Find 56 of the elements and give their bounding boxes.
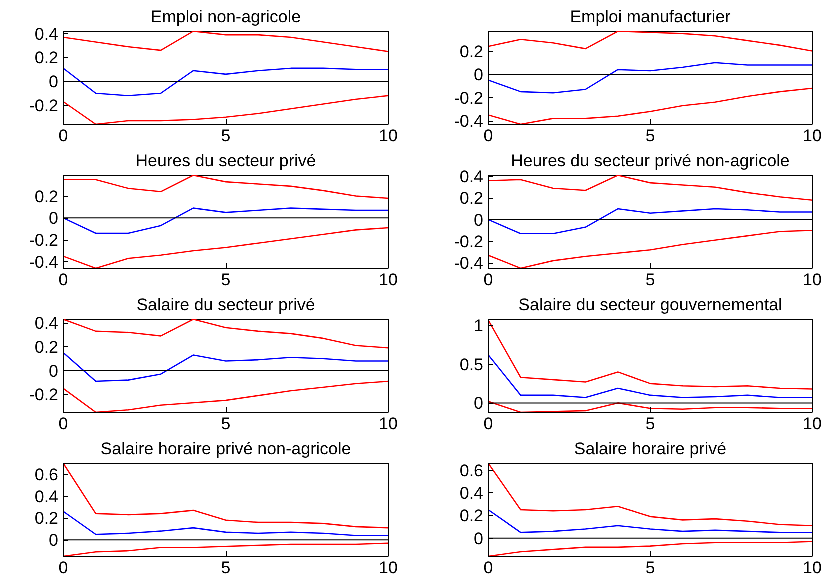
x-tick-label: 10 bbox=[803, 558, 822, 578]
x-tick-label: 5 bbox=[221, 414, 231, 434]
x-tick-label: 5 bbox=[221, 126, 231, 146]
chart-title: Heures du secteur privé non-agricole bbox=[511, 152, 790, 170]
x-tick-label: 5 bbox=[221, 558, 231, 578]
y-tick-label: 1 bbox=[474, 316, 484, 336]
x-tick-label: 5 bbox=[646, 126, 656, 146]
y-tick-label: 0.2 bbox=[460, 42, 484, 62]
x-tick-label: 10 bbox=[379, 126, 398, 146]
y-tick-label: -0.2 bbox=[29, 231, 59, 250]
y-tick-label: 0.2 bbox=[34, 187, 59, 206]
y-tick-label: 0.2 bbox=[34, 338, 59, 357]
x-tick-label: 5 bbox=[646, 558, 656, 578]
y-tick-label: 0.6 bbox=[34, 465, 59, 484]
y-tick-label: -0.2 bbox=[454, 232, 484, 252]
y-tick-label: 0.6 bbox=[460, 461, 484, 480]
y-tick-label: 0 bbox=[474, 66, 484, 85]
x-tick-label: 10 bbox=[803, 270, 822, 290]
chart-title: Heures du secteur privé bbox=[136, 152, 316, 170]
y-tick-label: 0 bbox=[474, 394, 484, 414]
y-tick-label: 0.4 bbox=[34, 487, 59, 506]
y-tick-label: 0.2 bbox=[460, 189, 484, 208]
y-tick-label: -0.4 bbox=[29, 252, 59, 272]
y-tick-label: 0.2 bbox=[34, 48, 59, 68]
x-tick-label: 10 bbox=[803, 126, 822, 146]
y-tick-label: 0 bbox=[49, 209, 59, 228]
x-tick-label: 5 bbox=[646, 270, 656, 290]
chart-title: Emploi manufacturier bbox=[570, 8, 732, 26]
y-tick-label: 0.2 bbox=[460, 506, 484, 526]
chart-title: Emploi non-agricole bbox=[150, 8, 302, 26]
y-tick-label: -0.2 bbox=[454, 88, 484, 108]
x-tick-label: 10 bbox=[379, 270, 398, 290]
y-tick-label: 0.4 bbox=[34, 24, 59, 44]
x-tick-label: 10 bbox=[803, 414, 822, 434]
y-tick-label: 0.4 bbox=[460, 168, 484, 187]
y-tick-label: 0 bbox=[474, 210, 484, 230]
y-tick-label: 0.5 bbox=[460, 355, 484, 374]
y-tick-label: 0.4 bbox=[460, 484, 484, 503]
x-tick-label: 10 bbox=[379, 558, 398, 578]
y-tick-label: 0 bbox=[474, 529, 484, 548]
y-tick-label: -0.2 bbox=[29, 386, 59, 405]
y-tick-label: 0 bbox=[49, 531, 59, 550]
chart-title: Salaire du secteur privé bbox=[136, 296, 316, 314]
y-tick-label: 0.2 bbox=[34, 509, 59, 528]
y-tick-label: 0 bbox=[49, 72, 59, 92]
chart-title: Salaire horaire privé non-agricole bbox=[100, 440, 352, 458]
y-tick-label: 0.4 bbox=[34, 314, 59, 334]
y-tick-label: -0.4 bbox=[454, 254, 484, 274]
chart-title: Salaire horaire privé bbox=[574, 440, 727, 458]
y-tick-label: -0.4 bbox=[454, 112, 484, 132]
x-tick-label: 5 bbox=[221, 270, 231, 290]
x-tick-label: 5 bbox=[646, 414, 656, 434]
y-tick-label: 0 bbox=[49, 362, 59, 381]
chart-title: Salaire du secteur gouvernemental bbox=[518, 296, 782, 314]
x-tick-label: 10 bbox=[379, 414, 398, 434]
y-tick-label: -0.2 bbox=[29, 96, 59, 116]
